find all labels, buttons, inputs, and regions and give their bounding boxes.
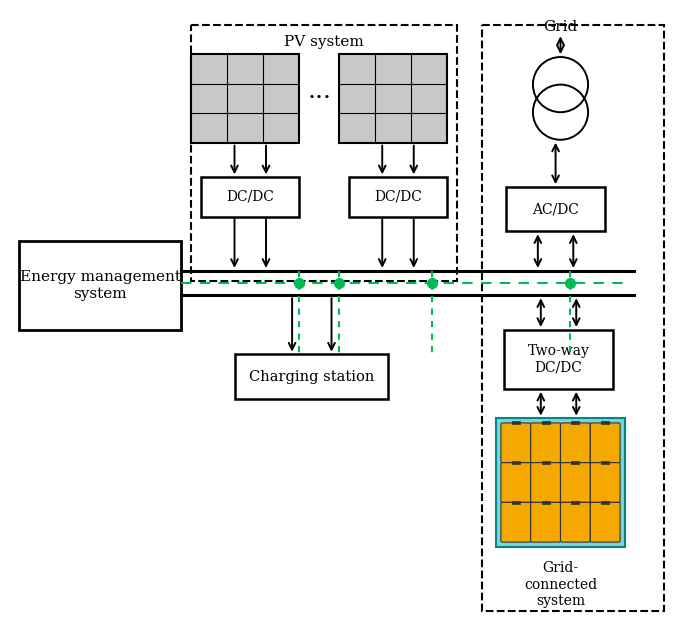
Bar (506, 187, 605, 231)
Bar (601, 421, 609, 424)
Text: Charging station: Charging station (249, 370, 375, 384)
FancyBboxPatch shape (560, 503, 590, 542)
Text: ···: ··· (307, 87, 331, 110)
Bar (512, 501, 520, 504)
FancyBboxPatch shape (590, 503, 620, 542)
Bar (571, 501, 580, 504)
Bar (571, 421, 580, 424)
Bar (542, 501, 549, 504)
Bar (236, 354, 388, 399)
Bar (571, 461, 580, 464)
FancyBboxPatch shape (531, 423, 560, 463)
Bar (201, 177, 299, 217)
FancyBboxPatch shape (560, 463, 590, 503)
FancyBboxPatch shape (501, 503, 531, 542)
FancyBboxPatch shape (501, 423, 531, 463)
Bar (18, 241, 182, 330)
FancyBboxPatch shape (560, 423, 590, 463)
Bar (497, 419, 625, 547)
Bar (191, 54, 299, 143)
FancyBboxPatch shape (531, 463, 560, 503)
Bar (601, 501, 609, 504)
Bar (482, 24, 664, 611)
Bar (601, 461, 609, 464)
Text: Two-way
DC/DC: Two-way DC/DC (527, 344, 590, 374)
Bar (542, 461, 549, 464)
Bar (512, 421, 520, 424)
Text: DC/DC: DC/DC (374, 190, 422, 204)
Text: AC/DC: AC/DC (532, 202, 579, 216)
Bar (504, 330, 612, 389)
Text: Grid-
connected
system: Grid- connected system (524, 562, 597, 608)
FancyBboxPatch shape (590, 463, 620, 503)
Text: DC/DC: DC/DC (226, 190, 274, 204)
FancyBboxPatch shape (531, 503, 560, 542)
Bar (512, 461, 520, 464)
Text: PV system: PV system (284, 35, 364, 49)
Bar (542, 421, 549, 424)
Text: Grid: Grid (543, 20, 577, 33)
Bar (349, 177, 447, 217)
FancyBboxPatch shape (501, 463, 531, 503)
Text: Energy management
system: Energy management system (20, 271, 181, 301)
Bar (191, 24, 457, 281)
Bar (339, 54, 447, 143)
FancyBboxPatch shape (590, 423, 620, 463)
